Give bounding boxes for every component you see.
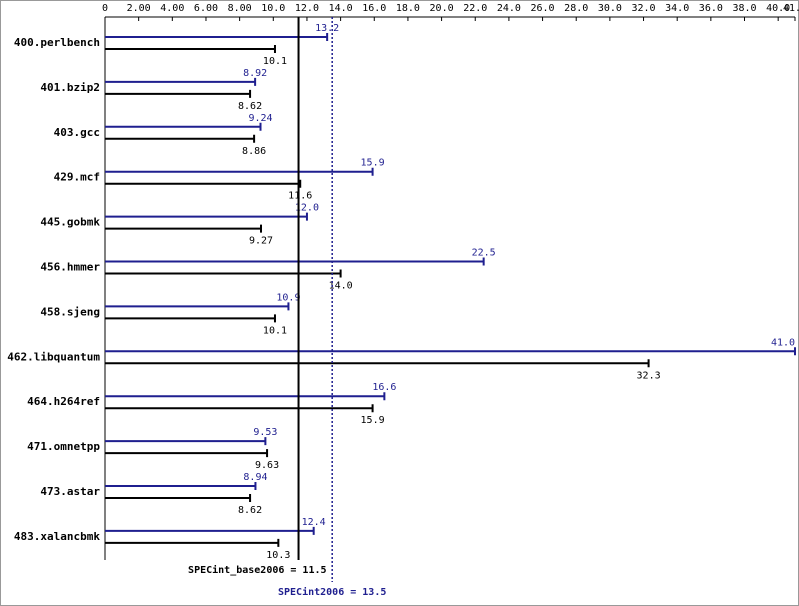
x-tick-label: 38.0 <box>732 3 756 14</box>
reference-label: SPECint2006 = 13.5 <box>278 586 386 598</box>
x-tick-label: 26.0 <box>531 3 555 14</box>
bar <box>105 179 302 188</box>
x-tick-label: 2.00 <box>127 3 151 14</box>
category-label: 445.gobmk <box>40 216 100 229</box>
bar <box>105 77 257 86</box>
category-label: 471.omnetpp <box>27 440 100 453</box>
value-label: 14.0 <box>329 281 353 292</box>
x-tick-label: 40.0 <box>766 3 790 14</box>
value-label: 10.1 <box>263 325 287 336</box>
reference-label: SPECint_base2006 = 11.5 <box>188 564 326 576</box>
x-tick-label: 41.0 <box>783 3 799 14</box>
value-label: 9.63 <box>255 460 279 471</box>
value-label: 16.6 <box>372 382 396 393</box>
x-tick-label: 22.0 <box>463 3 487 14</box>
value-label: 12.4 <box>302 517 326 528</box>
value-label: 8.86 <box>242 146 266 157</box>
value-label: 10.9 <box>276 292 300 303</box>
bar <box>105 482 257 490</box>
category-label: 483.xalancbmk <box>14 530 100 543</box>
x-tick-label: 16.0 <box>362 3 386 14</box>
value-label: 9.24 <box>248 113 272 124</box>
x-tick-label: 8.00 <box>228 3 252 14</box>
category-label: 458.sjeng <box>40 305 100 318</box>
x-tick-label: 30.0 <box>598 3 622 14</box>
bar <box>105 122 262 131</box>
bar <box>105 359 650 368</box>
bar <box>105 538 280 547</box>
x-tick-label: 10.0 <box>261 3 285 14</box>
value-label: 12.0 <box>295 203 319 214</box>
value-label: 10.3 <box>266 550 290 561</box>
category-label: 400.perlbench <box>14 36 100 49</box>
value-label: 41.0 <box>771 337 795 348</box>
x-tick-label: 32.0 <box>631 3 655 14</box>
category-label: 403.gcc <box>54 126 100 139</box>
bar <box>105 302 290 311</box>
bar <box>105 89 252 98</box>
category-label: 429.mcf <box>54 171 100 184</box>
bar <box>105 212 308 221</box>
value-label: 8.62 <box>238 505 262 516</box>
x-tick-label: 12.0 <box>295 3 319 14</box>
bar <box>105 224 263 233</box>
bar <box>105 33 329 41</box>
bar <box>105 314 276 323</box>
value-label: 8.62 <box>238 101 262 112</box>
bar <box>105 392 386 401</box>
value-label: 22.5 <box>472 248 496 259</box>
value-label: 32.3 <box>637 370 661 381</box>
bar <box>105 45 276 53</box>
bar <box>105 257 485 266</box>
value-label: 11.6 <box>288 191 312 202</box>
category-label: 462.libquantum <box>7 350 100 363</box>
x-tick-label: 28.0 <box>564 3 588 14</box>
bar <box>105 526 315 535</box>
bar <box>105 167 374 176</box>
bar <box>105 437 267 446</box>
value-label: 10.1 <box>263 56 287 67</box>
x-tick-label: 18.0 <box>396 3 420 14</box>
value-label: 8.92 <box>243 68 267 79</box>
bar <box>105 494 252 502</box>
bar <box>105 449 269 458</box>
x-tick-label: 36.0 <box>699 3 723 14</box>
x-tick-label: 0 <box>102 3 108 14</box>
bar <box>105 134 256 143</box>
value-label: 15.9 <box>361 415 385 426</box>
category-label: 401.bzip2 <box>40 81 100 94</box>
value-label: 15.9 <box>361 158 385 169</box>
x-tick-label: 20.0 <box>430 3 454 14</box>
bar <box>105 269 342 278</box>
category-label: 473.astar <box>40 485 100 498</box>
x-tick-label: 24.0 <box>497 3 521 14</box>
bar <box>105 404 374 413</box>
category-label: 456.hmmer <box>40 261 100 274</box>
bar <box>105 347 796 356</box>
category-label: 464.h264ref <box>27 395 100 408</box>
value-label: 13.2 <box>315 23 339 34</box>
value-label: 8.94 <box>243 472 267 483</box>
x-tick-label: 4.00 <box>160 3 184 14</box>
x-tick-label: 14.0 <box>329 3 353 14</box>
x-tick-label: 34.0 <box>665 3 689 14</box>
x-tick-label: 6.00 <box>194 3 218 14</box>
value-label: 9.53 <box>253 427 277 438</box>
value-label: 9.27 <box>249 236 273 247</box>
